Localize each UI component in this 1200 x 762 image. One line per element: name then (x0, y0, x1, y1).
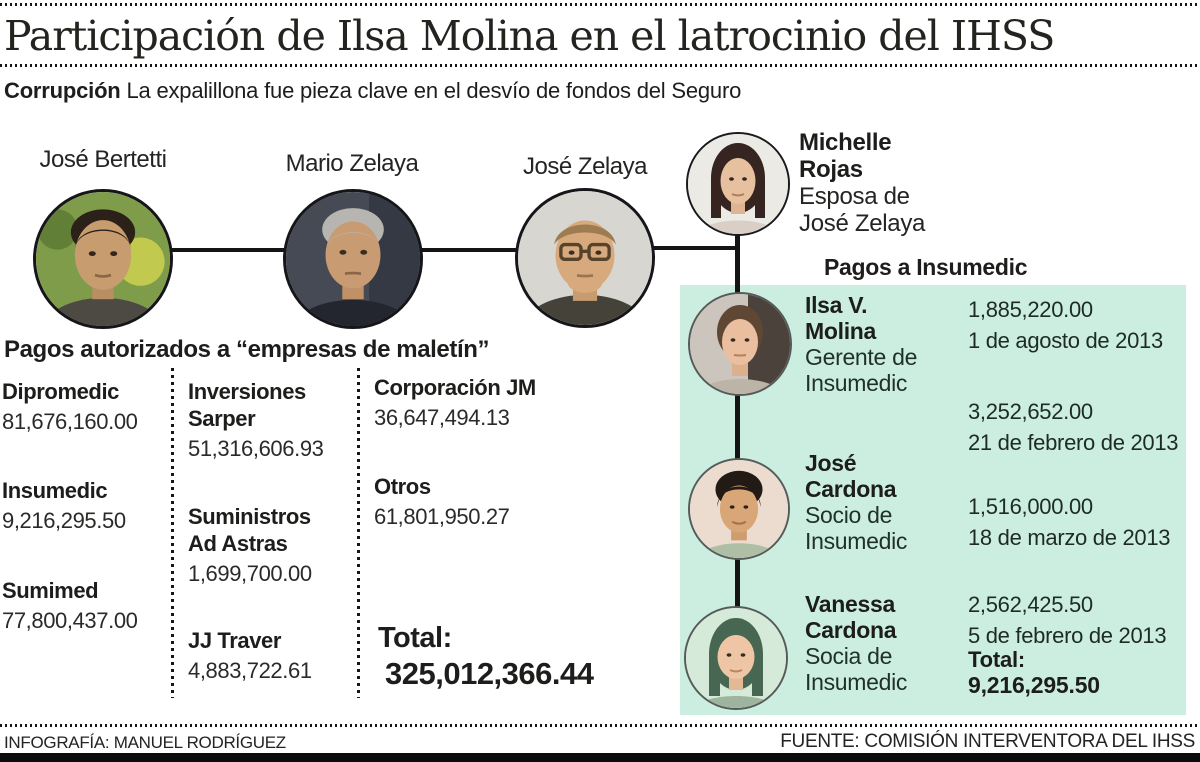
connector-mario-josezelaya (418, 248, 520, 252)
photo-jose-cardona (688, 458, 790, 560)
payment-ilsa-2: 3,252,652.00 21 de febrero de 2013 (968, 396, 1183, 458)
person-label-mario-zelaya: Mario Zelaya (285, 150, 419, 177)
payee-entry-insumedic: Insumedic 9,216,295.50 (2, 477, 164, 534)
insumedic-row-role-vanessa: Socia de Insumedic (805, 643, 908, 695)
insumedic-row-role-jose-cardona: Socio de Insumedic (805, 502, 908, 554)
insumedic-row-name-vanessa: Vanessa Cardona (805, 591, 897, 643)
top-dotted-rule (0, 3, 1200, 6)
jose-cardona-portrait (690, 460, 788, 558)
jose-zelaya-portrait (518, 191, 652, 325)
payee-entry-inversiones-sarper: Inversiones Sarper 51,316,606.93 (188, 378, 338, 462)
connector-bertetti-mario (168, 248, 288, 252)
connector-family-vertical (735, 234, 740, 664)
insumedic-row-role-ilsa: Gerente de Insumedic (805, 344, 918, 396)
photo-jose-zelaya (515, 188, 655, 328)
insumedic-total-label: Total: (968, 647, 1026, 672)
photo-jose-bertetti (33, 189, 173, 329)
payee-amount: 1,699,700.00 (188, 561, 312, 586)
kicker: Corrupción La expalillona fue pieza clav… (4, 78, 741, 104)
insumedic-row-name-ilsa: Ilsa V. Molina (805, 292, 877, 344)
grand-total-label: Total: (378, 622, 452, 654)
spouse-name: Michelle Rojas (799, 129, 892, 183)
grand-total-amount: 325,012,366.44 (385, 656, 594, 691)
payee-name: Suministros Ad Astras (188, 504, 311, 556)
bottom-bar (0, 753, 1200, 762)
person-label-jose-zelaya: José Zelaya (523, 153, 647, 180)
payee-name: Sumimed (2, 578, 99, 603)
footer-dotted-rule (0, 724, 1200, 727)
payment-date: 5 de febrero de 2013 (968, 623, 1167, 648)
payee-name: JJ Traver (188, 628, 282, 653)
payee-name: Corporación JM (374, 375, 536, 400)
payment-amount: 2,562,425.50 (968, 592, 1093, 617)
payee-name: Dipromedic (2, 379, 120, 404)
kicker-label: Corrupción (4, 78, 121, 103)
payee-amount: 9,216,295.50 (2, 508, 126, 533)
payment-jose-cardona: 1,516,000.00 18 de marzo de 2013 (968, 491, 1183, 553)
payee-entry-otros: Otros 61,801,950.27 (374, 473, 644, 530)
payee-entry-corporacion-jm: Corporación JM 36,647,494.13 (374, 374, 644, 431)
payee-amount: 51,316,606.93 (188, 436, 324, 461)
payee-amount: 77,800,437.00 (2, 608, 138, 633)
payee-name: Otros (374, 474, 431, 499)
payee-amount: 81,676,160.00 (2, 409, 138, 434)
spouse-block: Michelle Rojas Esposa de José Zelaya (799, 129, 949, 237)
insumedic-row-name-jose-cardona: José Cardona (805, 450, 897, 502)
michelle-rojas-portrait (688, 134, 788, 234)
payment-vanessa: 2,562,425.50 5 de febrero de 2013 (968, 589, 1183, 651)
title-dotted-rule (0, 64, 1200, 67)
photo-michelle-rojas (686, 132, 790, 236)
mario-zelaya-portrait (286, 192, 420, 326)
payment-amount: 3,252,652.00 (968, 399, 1093, 424)
insumedic-panel-title: Pagos a Insumedic (824, 254, 1028, 280)
payee-amount: 4,883,722.61 (188, 658, 312, 683)
payment-date: 1 de agosto de 2013 (968, 328, 1163, 353)
vanessa-cardona-portrait (686, 608, 786, 708)
ilsa-molina-portrait (690, 294, 790, 394)
insumedic-total-amount: 9,216,295.50 (968, 672, 1100, 698)
connector-josezelaya-family (650, 246, 740, 250)
payment-date: 18 de marzo de 2013 (968, 525, 1171, 550)
page-title: Participación de Ilsa Molina en el latro… (4, 12, 1055, 60)
payee-entry-sumimed: Sumimed 77,800,437.00 (2, 577, 164, 634)
photo-mario-zelaya (283, 189, 423, 329)
payment-amount: 1,885,220.00 (968, 297, 1093, 322)
jose-bertetti-portrait (36, 192, 170, 326)
payee-entry-suministros-ad-astras: Suministros Ad Astras 1,699,700.00 (188, 503, 338, 587)
payee-name: Insumedic (2, 478, 108, 503)
payment-amount: 1,516,000.00 (968, 494, 1093, 519)
payments-panel-title: Pagos autorizados a “empresas de maletín… (4, 336, 490, 363)
photo-vanessa-cardona (684, 606, 788, 710)
payee-entry-dipromedic: Dipromedic 81,676,160.00 (2, 378, 164, 435)
payment-date: 21 de febrero de 2013 (968, 430, 1179, 455)
person-label-jose-bertetti: José Bertetti (39, 146, 167, 173)
source-credit: FUENTE: COMISIÓN INTERVENTORA DEL IHSS (780, 731, 1195, 752)
payment-ilsa-1: 1,885,220.00 1 de agosto de 2013 (968, 294, 1183, 356)
payee-amount: 36,647,494.13 (374, 405, 510, 430)
column-separator-1 (171, 368, 174, 698)
column-separator-2 (357, 368, 360, 698)
spouse-role: Esposa de José Zelaya (799, 183, 926, 237)
payee-entry-jj-traver: JJ Traver 4,883,722.61 (188, 627, 348, 684)
photo-ilsa-molina (688, 292, 792, 396)
kicker-text: La expalillona fue pieza clave en el des… (120, 78, 742, 103)
payee-name: Inversiones Sarper (188, 379, 306, 431)
payee-amount: 61,801,950.27 (374, 504, 510, 529)
infographic-credit: INFOGRAFÍA: MANUEL RODRÍGUEZ (4, 733, 286, 752)
